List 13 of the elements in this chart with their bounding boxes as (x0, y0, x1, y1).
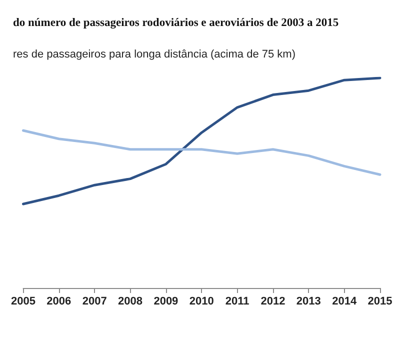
chart-title: do número de passageiros rodoviários e aeroviários de 2003 a 2015 (13, 17, 339, 29)
x-tick-label: 2005 (10, 296, 36, 308)
x-tick-label: 2010 (189, 296, 214, 308)
x-tick-label: 2011 (225, 296, 250, 308)
x-tick-label: 2013 (296, 296, 321, 308)
x-tick-label: 2012 (260, 296, 286, 308)
x-tick-label: 2009 (154, 296, 178, 308)
chart-subtitle: res de passageiros para longa distância (acima de 75 km) (13, 48, 296, 60)
x-tick-label: 2007 (82, 296, 107, 308)
x-tick-label: 2015 (368, 296, 392, 308)
x-tick-label: 2006 (46, 296, 72, 308)
x-tick-label: 2008 (118, 296, 143, 308)
x-tick-label: 2014 (332, 296, 358, 308)
